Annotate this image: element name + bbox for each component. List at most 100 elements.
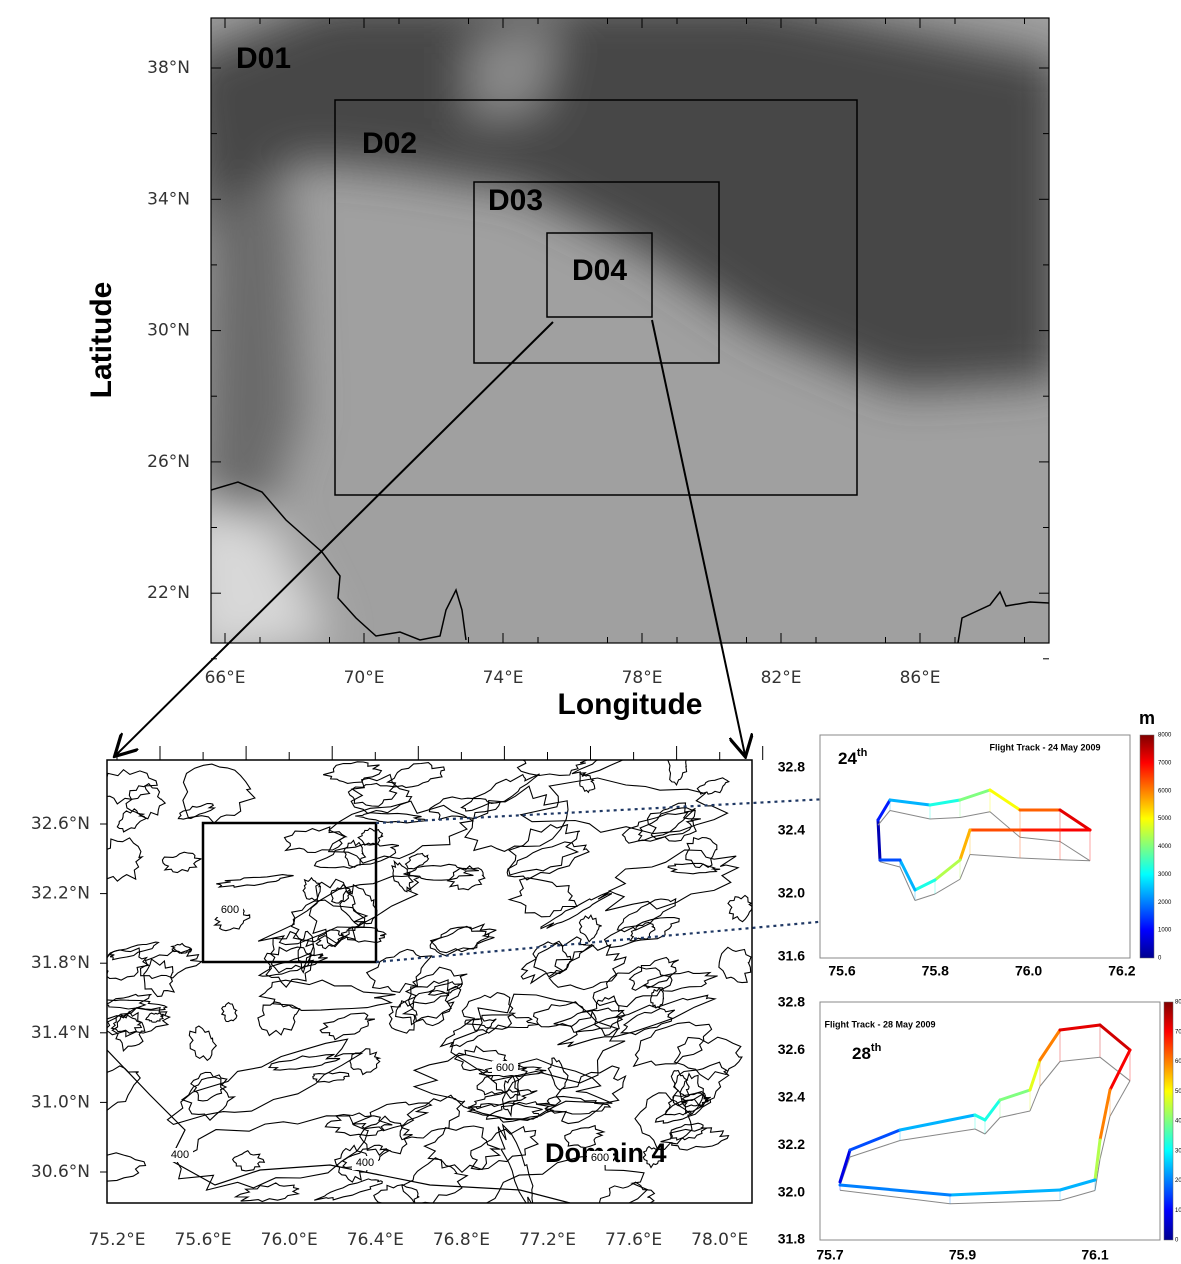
label-bg <box>492 1061 518 1075</box>
ground-track <box>914 893 936 901</box>
y-tick-label: 31.8 <box>778 1231 805 1247</box>
contour <box>468 1089 538 1110</box>
x-tick-label: 76.8°E <box>433 1230 490 1250</box>
contour <box>404 966 468 1005</box>
contour-label: 600 <box>496 1062 514 1074</box>
y-tick-label: 30.6°N <box>31 1162 90 1182</box>
colorbar-tick-label: 2000 <box>1158 900 1172 906</box>
ground-track <box>877 810 891 826</box>
contour <box>637 807 696 842</box>
contour <box>540 891 613 930</box>
flight-track <box>876 818 882 862</box>
contour <box>404 852 430 870</box>
flight-track <box>983 1098 1002 1122</box>
y-tick-label: 32.0 <box>778 1183 805 1199</box>
domain-label: D04 <box>572 254 627 287</box>
domain-label: D02 <box>362 127 417 160</box>
contour <box>696 777 731 795</box>
flight-track <box>898 858 917 892</box>
contour <box>143 958 176 998</box>
contour <box>182 763 256 824</box>
contour <box>532 1001 593 1028</box>
contour <box>553 1007 625 1033</box>
contour <box>650 986 665 1009</box>
contour <box>323 761 383 784</box>
contour <box>592 966 673 1008</box>
day-suffix: th <box>871 1042 882 1054</box>
contour <box>170 942 193 954</box>
inset-title: Flight Track - 28 May 2009 <box>824 1019 935 1029</box>
ground-track <box>879 861 901 868</box>
ground-track <box>989 811 1021 838</box>
label-bg <box>217 903 243 917</box>
contour <box>619 1007 676 1036</box>
x-tick-label: 76.0 <box>1015 963 1042 979</box>
contour <box>664 1091 707 1116</box>
contour <box>107 1065 141 1111</box>
contour <box>355 812 427 824</box>
contour <box>629 921 656 942</box>
flight-track <box>998 1088 1032 1102</box>
contour <box>519 777 729 835</box>
contour <box>319 1012 376 1041</box>
ground-track <box>849 1140 901 1158</box>
contour <box>373 1184 420 1203</box>
flight-track <box>1058 808 1092 832</box>
contour <box>216 874 294 888</box>
x-tick-label: 74°E <box>483 668 524 688</box>
contour <box>315 929 344 950</box>
contour <box>497 1123 534 1203</box>
contour <box>302 876 322 901</box>
contour <box>673 1036 743 1081</box>
y-tick-label: 32.4 <box>778 822 805 838</box>
contour <box>269 930 315 974</box>
contour <box>107 941 160 961</box>
ground-track <box>959 854 971 880</box>
contour <box>604 849 740 912</box>
y-tick-label: 26°N <box>147 452 190 472</box>
y-tick-label: 30°N <box>147 321 190 341</box>
contour <box>460 773 540 812</box>
contour <box>685 836 718 869</box>
x-tick-label: 75.2°E <box>88 1230 145 1250</box>
contour <box>516 760 589 777</box>
contour <box>616 897 677 933</box>
day-label: 24th <box>838 747 868 769</box>
contour <box>257 952 328 977</box>
ground-track <box>1059 841 1091 862</box>
contour <box>399 1094 466 1141</box>
contour <box>466 1102 543 1121</box>
ground-track <box>969 854 1021 859</box>
y-tick-label: 22°N <box>147 583 190 603</box>
x-tick-label: 78.0°E <box>691 1230 748 1250</box>
ground-track <box>889 810 931 820</box>
flight-track <box>1058 1023 1102 1032</box>
flight-track <box>876 798 892 822</box>
contour <box>590 995 626 1037</box>
ground-track <box>899 1128 976 1141</box>
ground-track <box>839 1189 951 1205</box>
contour <box>107 947 151 981</box>
x-tick-label: 76.4°E <box>347 1230 404 1250</box>
ground-track <box>999 1110 1031 1118</box>
flight-track <box>1098 1088 1112 1142</box>
contour <box>670 1122 708 1141</box>
colorbar-tick-label: 5000 <box>1175 1089 1181 1095</box>
contour <box>349 1048 382 1076</box>
contour <box>464 785 569 853</box>
ground-track <box>1109 1080 1131 1117</box>
contour <box>125 782 167 820</box>
contour <box>166 1038 364 1126</box>
contour <box>110 1013 143 1034</box>
contour <box>547 1057 569 1091</box>
y-tick-label: 32.2 <box>778 1136 805 1152</box>
flight-track <box>988 788 1022 812</box>
ground-track <box>1019 836 1061 842</box>
contour <box>233 1182 301 1203</box>
flight-track <box>1038 1028 1062 1062</box>
flight-track <box>933 858 962 882</box>
ground-track <box>959 811 991 818</box>
x-tick-label: 75.6°E <box>175 1230 232 1250</box>
contour <box>365 948 433 994</box>
